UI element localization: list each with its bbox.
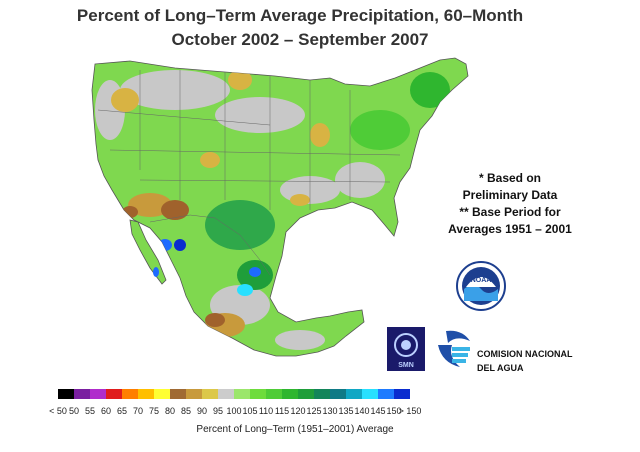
legend-swatch [170, 389, 186, 399]
legend-tick-label: 135 [338, 406, 354, 416]
near-normal-region [215, 97, 305, 133]
wet-region [410, 72, 450, 108]
legend-swatch [90, 389, 106, 399]
wet-region [350, 110, 410, 150]
legend-swatch [314, 389, 330, 399]
note-line: * Based on [478, 171, 541, 185]
legend-swatch [394, 389, 410, 399]
legend-tick-label: 70 [132, 406, 144, 416]
conagua-line: DEL AGUA [477, 363, 524, 373]
legend-color-bar [58, 389, 410, 399]
legend-tick-label: > 150 [398, 406, 422, 416]
legend-swatch [298, 389, 314, 399]
legend-tick-label: 65 [116, 406, 128, 416]
very-wet-region [237, 284, 253, 296]
map-notes: * Based on Preliminary Data ** Base Peri… [430, 170, 590, 238]
smn-logo: SMN [387, 327, 425, 371]
legend-swatch [58, 389, 74, 399]
map-title-line2: October 2002 – September 2007 [171, 30, 429, 49]
legend-tick-label: 105 [242, 406, 258, 416]
borders [97, 70, 401, 276]
legend-swatch [106, 389, 122, 399]
state-line [97, 109, 271, 126]
legend-swatch [362, 389, 378, 399]
legend-tick-label: 150 [386, 406, 402, 416]
legend-caption: Percent of Long–Term (1951–2001) Average [196, 424, 394, 435]
legend-tick-label: 100 [226, 406, 242, 416]
legend-tick-label: 120 [290, 406, 306, 416]
legend-swatch [154, 389, 170, 399]
legend-swatch [266, 389, 282, 399]
legend-tick-label: 80 [164, 406, 176, 416]
legend-tick-label: 55 [84, 406, 96, 416]
very-wet-region [153, 267, 159, 277]
dry-region [290, 194, 310, 206]
map-title-line1: Percent of Long–Term Average Precipitati… [76, 6, 524, 25]
conagua-logo [438, 330, 470, 367]
very-wet-region [174, 239, 186, 251]
legend-tick-label: 140 [354, 406, 370, 416]
conagua-line: COMISION NACIONAL [477, 349, 573, 359]
legend-swatch [282, 389, 298, 399]
dry-region [111, 88, 139, 112]
dry-region [200, 152, 220, 168]
legend-tick-label: 95 [212, 406, 224, 416]
dry-region [228, 70, 252, 90]
precipitation-map [91, 57, 469, 357]
note-line: ** Base Period for [459, 205, 561, 219]
legend-swatch [138, 389, 154, 399]
state-line [109, 149, 401, 156]
us-mexico-border [149, 214, 271, 276]
noaa-logo: NOAA [456, 261, 506, 311]
very-wet-region [249, 267, 261, 277]
legend-tick-label: 75 [148, 406, 160, 416]
legend-tick-label: 145 [370, 406, 386, 416]
legend-swatch [346, 389, 362, 399]
note-line: Averages 1951 – 2001 [448, 222, 572, 236]
smn-logo-text: SMN [398, 362, 414, 369]
very-dry-region [205, 313, 225, 327]
conagua-label: COMISION NACIONAL DEL AGUA [477, 347, 573, 375]
legend-swatch [122, 389, 138, 399]
legend-tick-label: 125 [306, 406, 322, 416]
legend-swatch [202, 389, 218, 399]
legend-tick-label: 90 [196, 406, 208, 416]
legend-swatch [218, 389, 234, 399]
legend-tick-label: 115 [274, 406, 290, 416]
legend-swatch [250, 389, 266, 399]
legend-tick-label: < 50 [49, 406, 67, 416]
legend-swatch [330, 389, 346, 399]
legend-tick-label: 50 [68, 406, 80, 416]
precipitation-anomaly-patches [95, 70, 450, 350]
legend-tick-label: 110 [258, 406, 274, 416]
near-normal-region [120, 70, 230, 110]
near-normal-region [335, 162, 385, 198]
state-line [139, 179, 391, 183]
legend-swatch [378, 389, 394, 399]
near-normal-region [275, 330, 325, 350]
legend-swatch [186, 389, 202, 399]
very-dry-region [161, 200, 189, 220]
legend-swatch [234, 389, 250, 399]
legend-swatch [74, 389, 90, 399]
dry-region [128, 193, 172, 217]
noaa-logo-text: NOAA [471, 277, 492, 284]
very-wet-region [158, 239, 172, 251]
legend-tick-label: 60 [100, 406, 112, 416]
legend-tick-label: 85 [180, 406, 192, 416]
legend-tick-labels: < 50 50 55 60 65 70 75 80 85 90 95 100 105 110 115 120 1… [40, 406, 600, 418]
legend-tick-label: 130 [322, 406, 338, 416]
dry-region [310, 123, 330, 147]
note-line: Preliminary Data [462, 188, 558, 202]
wet-region [205, 200, 275, 250]
